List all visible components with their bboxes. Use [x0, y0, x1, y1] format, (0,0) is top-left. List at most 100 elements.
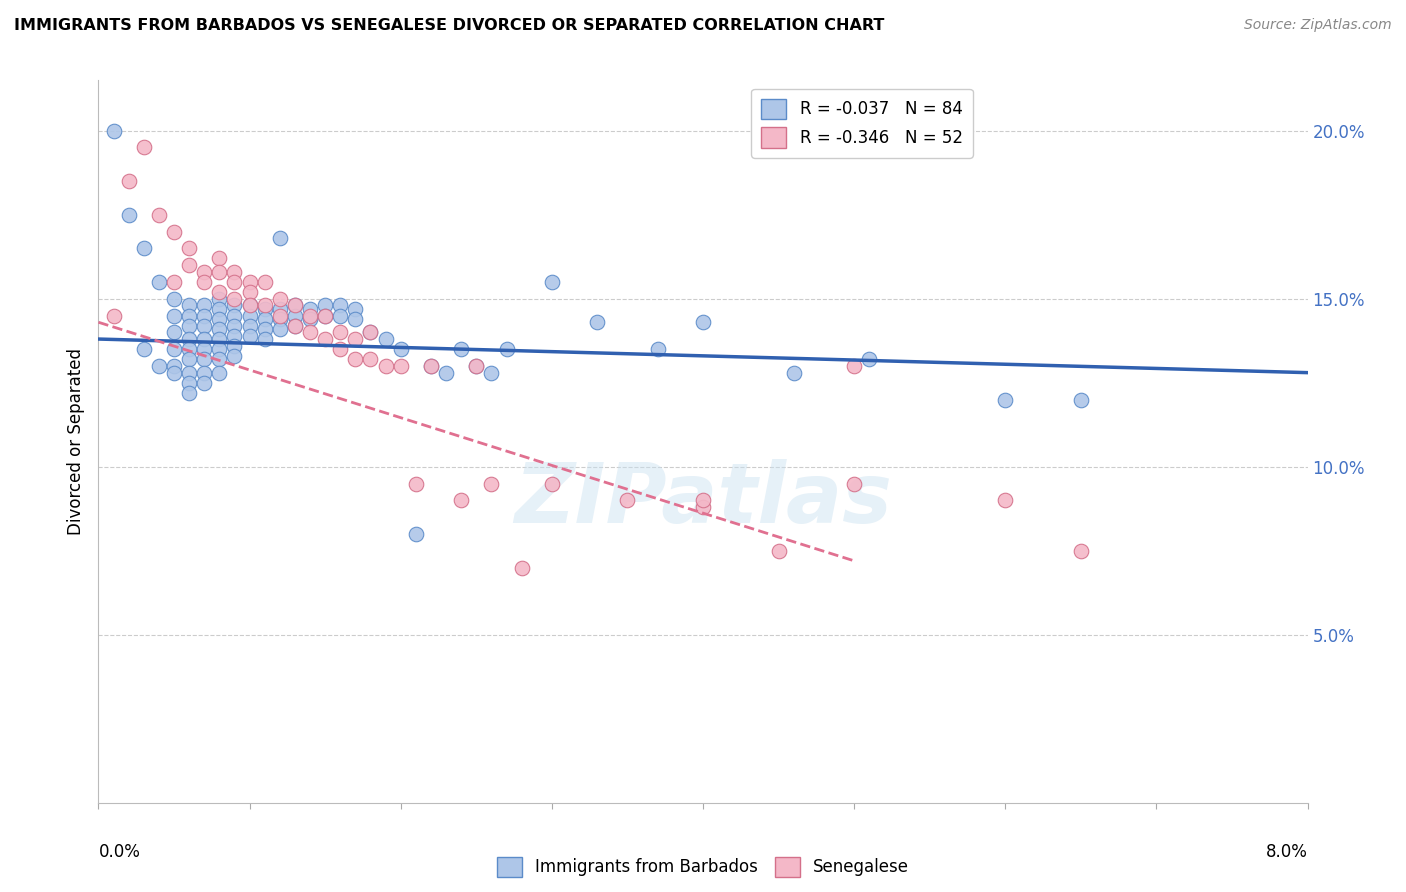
Point [647, 342, 669, 356]
Point [994, 493, 1017, 508]
Point [208, 322, 231, 336]
Point [163, 342, 186, 356]
Point [179, 241, 201, 255]
Point [284, 309, 307, 323]
Text: 8.0%: 8.0% [1265, 843, 1308, 861]
Point [692, 315, 714, 329]
Point [495, 342, 517, 356]
Point [540, 476, 562, 491]
Point [224, 318, 246, 333]
Point [208, 342, 231, 356]
Point [481, 366, 503, 380]
Point [239, 328, 262, 343]
Point [314, 309, 336, 323]
Point [208, 332, 231, 346]
Point [103, 124, 125, 138]
Point [269, 301, 291, 316]
Point [193, 352, 215, 367]
Point [314, 309, 336, 323]
Point [193, 298, 215, 312]
Point [208, 301, 231, 316]
Point [269, 322, 291, 336]
Point [208, 366, 231, 380]
Point [344, 301, 367, 316]
Point [450, 342, 472, 356]
Point [224, 309, 246, 323]
Point [239, 298, 262, 312]
Point [179, 342, 201, 356]
Point [193, 309, 215, 323]
Point [132, 241, 155, 255]
Legend: R = -0.037   N = 84, R = -0.346   N = 52: R = -0.037 N = 84, R = -0.346 N = 52 [751, 88, 973, 158]
Point [858, 352, 880, 367]
Point [616, 493, 638, 508]
Point [314, 298, 336, 312]
Point [374, 332, 396, 346]
Point [284, 298, 307, 312]
Y-axis label: Divorced or Separated: Divorced or Separated [66, 348, 84, 535]
Text: IMMIGRANTS FROM BARBADOS VS SENEGALESE DIVORCED OR SEPARATED CORRELATION CHART: IMMIGRANTS FROM BARBADOS VS SENEGALESE D… [14, 18, 884, 33]
Point [163, 326, 186, 340]
Point [360, 352, 382, 367]
Point [994, 392, 1017, 407]
Point [783, 366, 806, 380]
Text: Source: ZipAtlas.com: Source: ZipAtlas.com [1244, 18, 1392, 32]
Point [253, 301, 276, 316]
Point [344, 332, 367, 346]
Point [540, 275, 562, 289]
Point [179, 318, 201, 333]
Point [208, 352, 231, 367]
Point [179, 309, 201, 323]
Point [481, 476, 503, 491]
Point [299, 301, 322, 316]
Point [420, 359, 443, 373]
Point [193, 265, 215, 279]
Point [208, 311, 231, 326]
Point [1070, 392, 1092, 407]
Point [224, 292, 246, 306]
Point [329, 342, 352, 356]
Point [132, 342, 155, 356]
Point [163, 275, 186, 289]
Point [193, 318, 215, 333]
Point [405, 527, 427, 541]
Point [118, 208, 141, 222]
Point [179, 332, 201, 346]
Point [344, 311, 367, 326]
Point [374, 359, 396, 373]
Point [269, 231, 291, 245]
Point [844, 476, 866, 491]
Point [179, 376, 201, 390]
Point [299, 311, 322, 326]
Point [239, 285, 262, 299]
Point [299, 326, 322, 340]
Point [132, 140, 155, 154]
Point [360, 326, 382, 340]
Point [224, 298, 246, 312]
Point [269, 311, 291, 326]
Point [224, 328, 246, 343]
Point [253, 298, 276, 312]
Point [299, 309, 322, 323]
Point [329, 326, 352, 340]
Point [450, 493, 472, 508]
Point [193, 366, 215, 380]
Point [284, 318, 307, 333]
Point [163, 225, 186, 239]
Point [224, 339, 246, 353]
Point [253, 275, 276, 289]
Point [193, 332, 215, 346]
Point [360, 326, 382, 340]
Point [510, 560, 533, 574]
Point [148, 275, 170, 289]
Point [420, 359, 443, 373]
Point [163, 292, 186, 306]
Point [586, 315, 609, 329]
Point [692, 500, 714, 514]
Legend: Immigrants from Barbados, Senegalese: Immigrants from Barbados, Senegalese [491, 850, 915, 884]
Point [193, 376, 215, 390]
Point [284, 298, 307, 312]
Point [344, 352, 367, 367]
Point [163, 366, 186, 380]
Point [118, 174, 141, 188]
